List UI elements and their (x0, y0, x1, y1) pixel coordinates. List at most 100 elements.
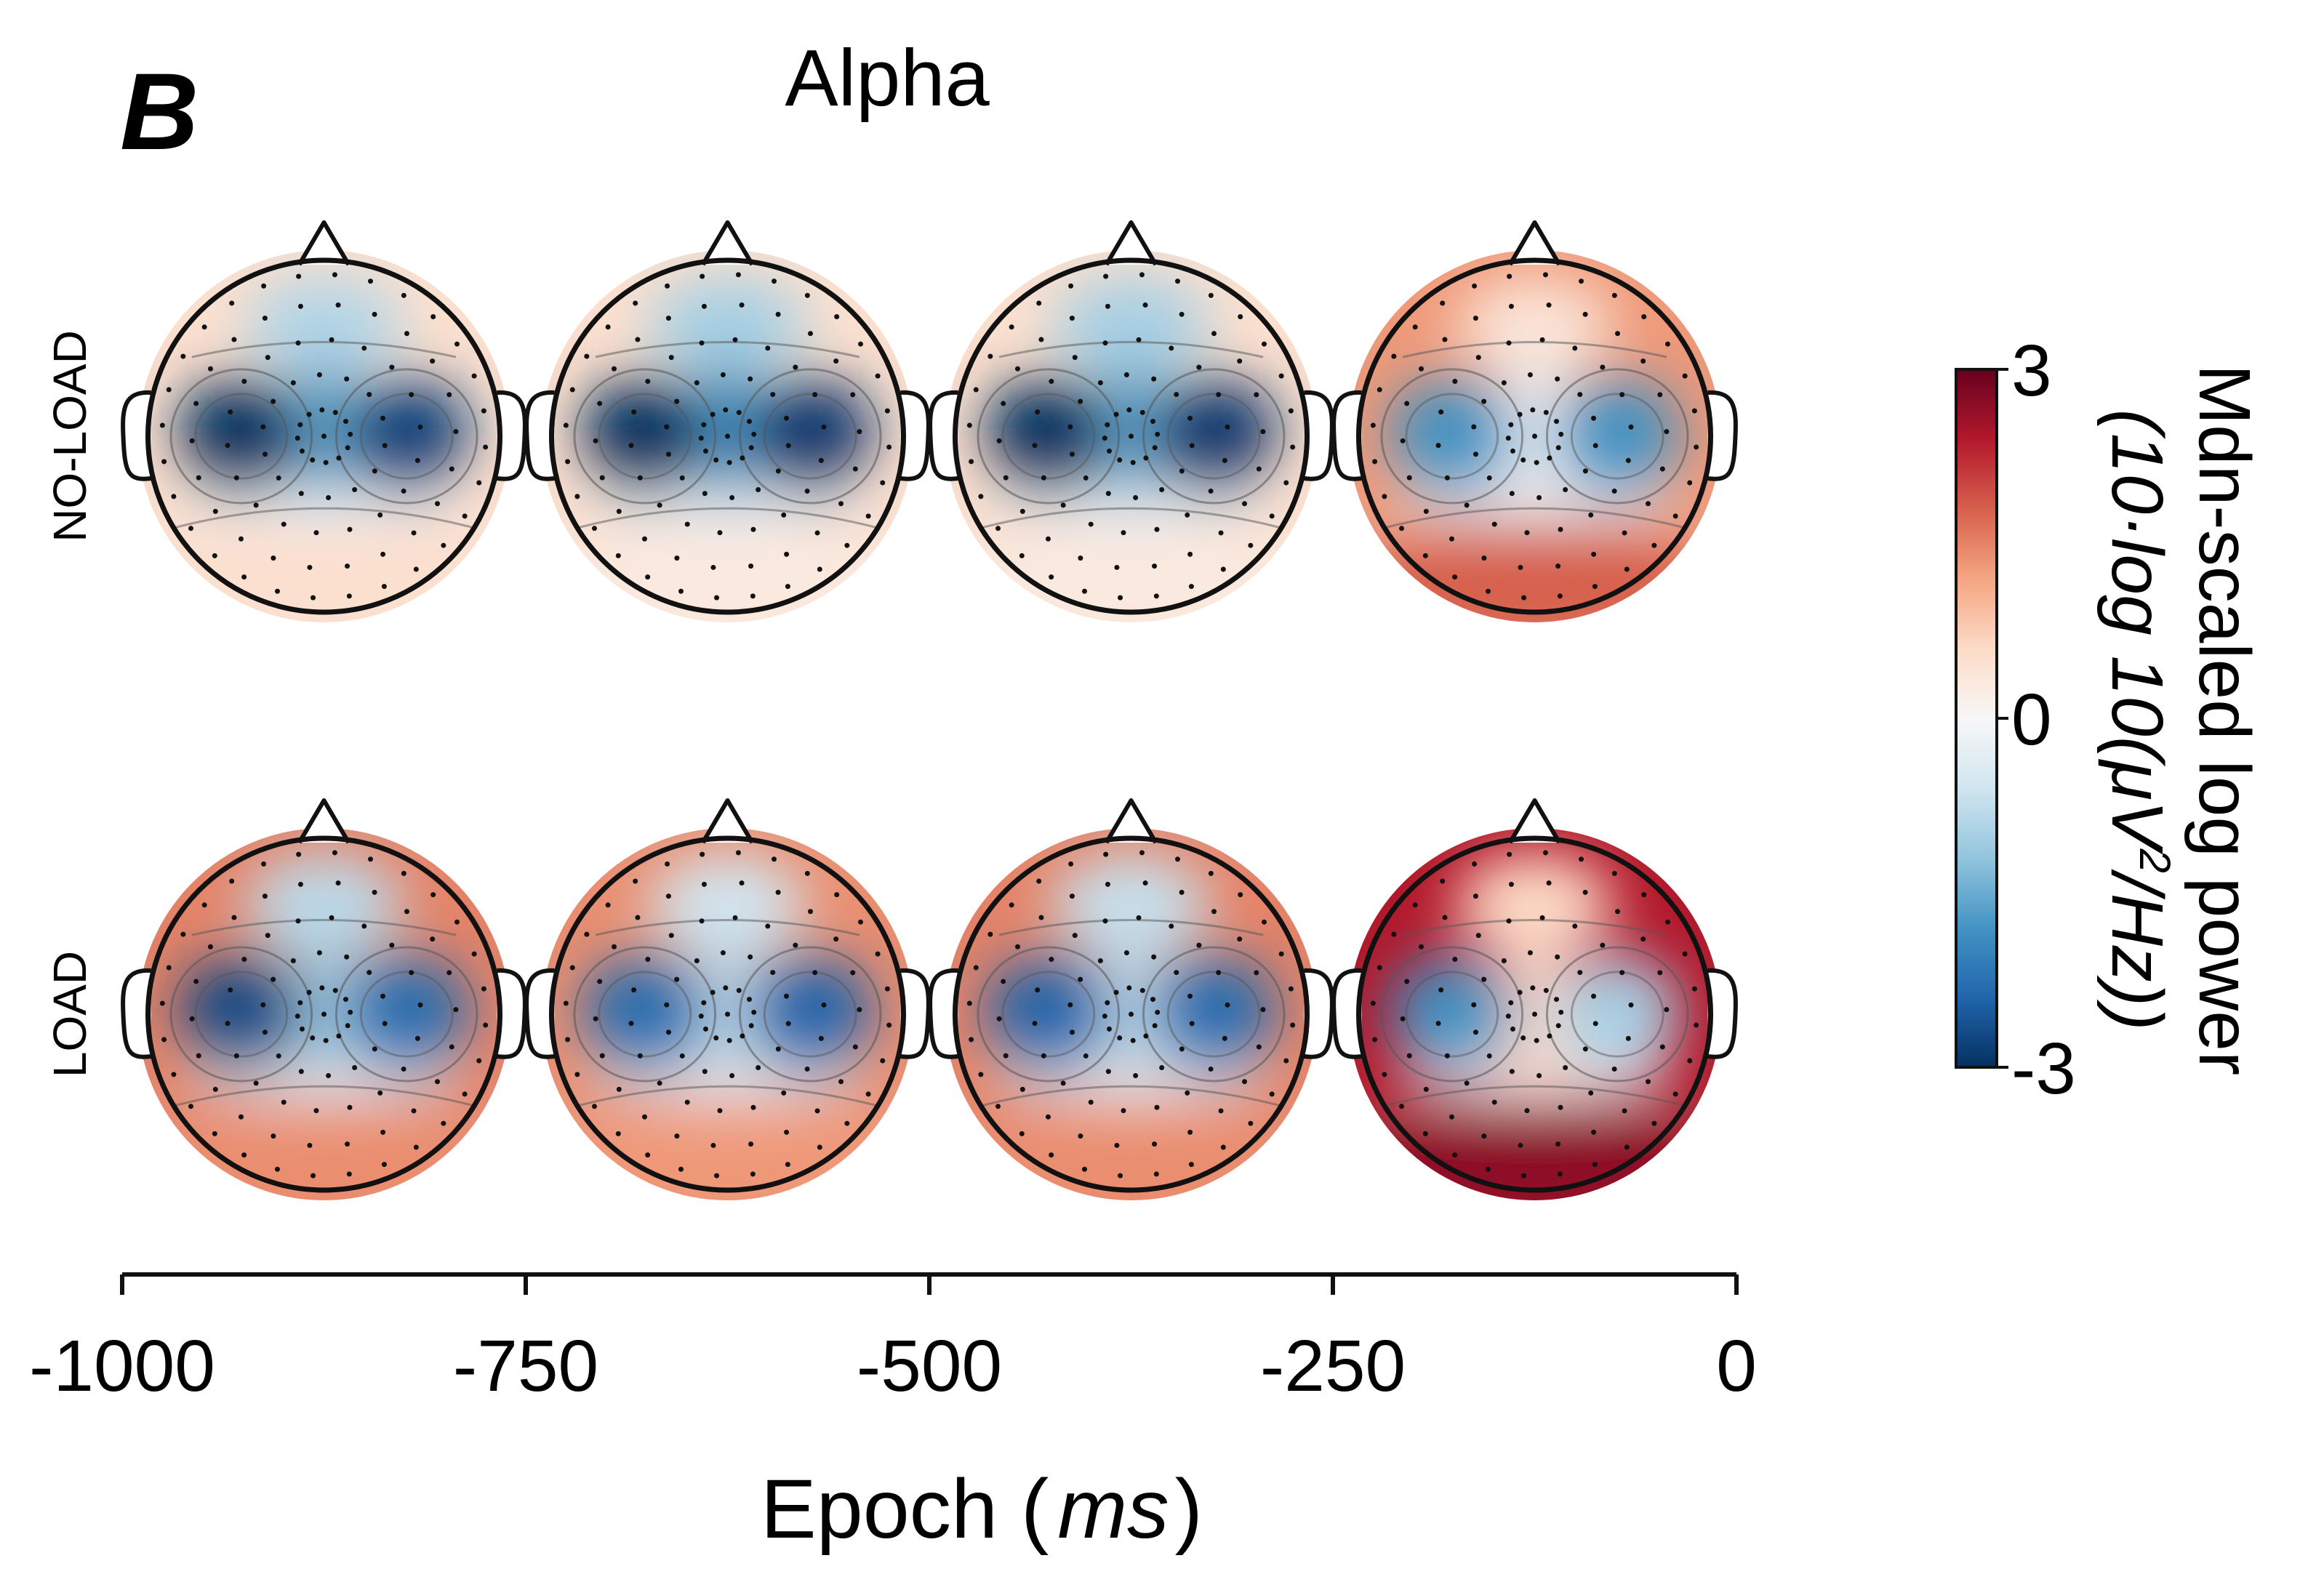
electrode-dot (1536, 1072, 1542, 1078)
electrode-dot (1103, 273, 1109, 279)
electrode-dot (723, 407, 729, 413)
electrode-dot (404, 909, 410, 915)
electrode-dot (1508, 303, 1514, 309)
electrode-dot (781, 1090, 787, 1096)
electrode-dot (299, 1026, 305, 1032)
electrode-dot (343, 419, 349, 425)
topomap-grid (121, 220, 1738, 1200)
contour-left-inner (1001, 393, 1096, 480)
frontal-region (244, 852, 404, 958)
electrode-dot (574, 1072, 580, 1077)
contour-right-inner (1570, 971, 1664, 1058)
electrode-dot (1440, 878, 1446, 884)
electrode-dot (1377, 387, 1382, 393)
electrode-dot (372, 311, 377, 317)
electrode-dot (1283, 1058, 1289, 1064)
electrode-dot (720, 950, 726, 956)
electrode-dot (345, 1023, 350, 1029)
electrode-dot (231, 915, 237, 920)
electrode-dot (417, 424, 423, 430)
electrode-dot (1664, 919, 1670, 925)
electrode-dot (1261, 341, 1267, 347)
electrode-dot (1640, 358, 1646, 364)
electrode-dot (884, 986, 890, 992)
electrode-dot (1558, 526, 1563, 532)
electrodes (966, 850, 1296, 1179)
electrode-dot (323, 1037, 329, 1043)
electrode-dot (193, 401, 199, 406)
electrode-dot (717, 1108, 723, 1114)
electrode-dot (1672, 1091, 1678, 1097)
electrode-dot (857, 919, 863, 925)
electrode-dot (188, 526, 194, 531)
right-region (1554, 954, 1681, 1075)
electrode-dot (1067, 1002, 1073, 1008)
electrode-dot (701, 881, 707, 887)
electrode-dot (1521, 595, 1527, 601)
electrode-dot (694, 958, 700, 964)
electrode-dot (732, 337, 738, 342)
electrode-dot (674, 976, 680, 982)
electrode-dot (775, 889, 781, 895)
electrode-dot (401, 292, 406, 298)
electrode-dot (784, 1129, 790, 1135)
nose-outline (1104, 220, 1158, 266)
electrode-dot (1527, 950, 1533, 956)
electrode-dot (1619, 392, 1625, 398)
electrode-dot (875, 951, 881, 957)
electrode-dot (1527, 372, 1533, 378)
electrode-dot (435, 501, 441, 507)
electrodes (1370, 272, 1699, 601)
electrode-dot (1260, 1007, 1266, 1013)
electrode-dot (1254, 392, 1259, 398)
electrode-dot (748, 954, 753, 960)
electrode-dot (1032, 443, 1038, 449)
electrode-dot (228, 409, 233, 415)
electrode-dot (714, 1173, 720, 1179)
electrode-dot (332, 272, 337, 278)
electrode-dot (401, 488, 406, 494)
electrode-dot (702, 448, 708, 454)
electrode-dot (1208, 488, 1214, 494)
electrode-dot (1539, 337, 1545, 342)
electrode-dot (635, 915, 641, 920)
left-region (985, 954, 1112, 1075)
x-tick-label: -1000 (29, 1325, 215, 1407)
nose-outline (297, 220, 351, 266)
electrode-dot (1118, 1173, 1123, 1179)
electrode-dot (1418, 366, 1424, 372)
row-label-load: LOAD (44, 951, 96, 1077)
electrode-dot (700, 851, 705, 857)
electrode-dot (454, 919, 460, 925)
electrode-dot (1444, 1053, 1450, 1059)
electrode-dot (1555, 1023, 1561, 1029)
electrode-dot (262, 894, 268, 899)
electrode-dot (1505, 1013, 1511, 1019)
electrode-dot (710, 1142, 716, 1148)
electrode-dot (229, 300, 235, 306)
electrode-dot (345, 563, 350, 569)
electrode-dot (1520, 457, 1526, 463)
electrode-dot (411, 1108, 417, 1114)
contour-right-inner (359, 971, 454, 1058)
electrode-dot (1372, 1037, 1378, 1043)
electrode-dot (1664, 429, 1670, 435)
electrode-dot (1189, 443, 1195, 449)
electrode-dot (319, 985, 325, 991)
right-region (1554, 376, 1681, 497)
electrode-dot (366, 970, 372, 976)
electrode-dot (1045, 1114, 1051, 1120)
electrode-dot (233, 475, 239, 481)
electrode-dot (481, 986, 486, 992)
contour-posterior (1385, 507, 1685, 529)
electrode-dot (225, 443, 231, 449)
electrode-dot (1153, 593, 1159, 599)
electrode-dot (1179, 889, 1185, 895)
electrode-dot (966, 1000, 972, 1006)
electrode-dot (1507, 273, 1512, 279)
left-ear-outline (928, 968, 958, 1059)
electrode-dot (290, 380, 296, 386)
electrode-dot (1069, 451, 1075, 457)
electrode-dot (260, 1002, 266, 1008)
electrode-dot (1555, 1141, 1561, 1147)
